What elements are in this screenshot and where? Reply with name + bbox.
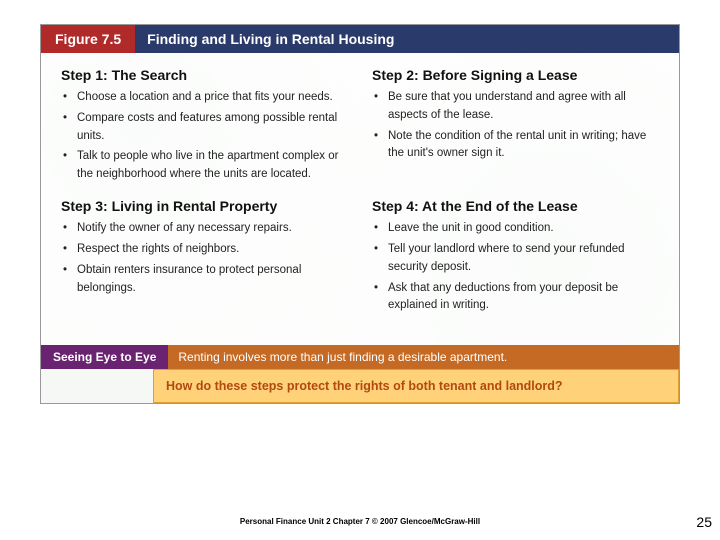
list-item: Respect the rights of neighbors. xyxy=(61,241,348,259)
step-2: Step 2: Before Signing a Lease Be sure t… xyxy=(372,67,659,198)
list-item: Be sure that you understand and agree wi… xyxy=(372,89,659,125)
list-item: Compare costs and features among possibl… xyxy=(61,110,348,146)
row-2: Step 3: Living in Rental Property Notify… xyxy=(61,198,659,329)
step-title: Step 4: At the End of the Lease xyxy=(372,198,659,214)
seeing-row: Seeing Eye to Eye Renting involves more … xyxy=(41,345,679,369)
list-item: Talk to people who live in the apartment… xyxy=(61,148,348,184)
footer-text: Personal Finance Unit 2 Chapter 7 © 2007… xyxy=(0,517,720,526)
step-1: Step 1: The Search Choose a location and… xyxy=(61,67,348,198)
seeing-label: Seeing Eye to Eye xyxy=(41,345,168,369)
bottom-strip: Seeing Eye to Eye Renting involves more … xyxy=(41,345,679,403)
row-1: Step 1: The Search Choose a location and… xyxy=(61,67,659,198)
question-box: How do these steps protect the rights of… xyxy=(153,369,679,403)
slide: Figure 7.5 Finding and Living in Rental … xyxy=(0,0,720,540)
step-list: Notify the owner of any necessary repair… xyxy=(61,220,348,297)
list-item: Choose a location and a price that fits … xyxy=(61,89,348,107)
list-item: Ask that any deductions from your deposi… xyxy=(372,280,659,316)
figure-title: Finding and Living in Rental Housing xyxy=(135,25,679,53)
step-4: Step 4: At the End of the Lease Leave th… xyxy=(372,198,659,329)
step-3: Step 3: Living in Rental Property Notify… xyxy=(61,198,348,329)
step-list: Be sure that you understand and agree wi… xyxy=(372,89,659,163)
page-number: 25 xyxy=(696,514,712,530)
seeing-text: Renting involves more than just finding … xyxy=(168,345,679,369)
list-item: Tell your landlord where to send your re… xyxy=(372,241,659,277)
figure-header: Figure 7.5 Finding and Living in Rental … xyxy=(41,25,679,53)
question-text: How do these steps protect the rights of… xyxy=(166,379,563,393)
step-list: Leave the unit in good condition. Tell y… xyxy=(372,220,659,315)
figure-content: Step 1: The Search Choose a location and… xyxy=(41,53,679,345)
list-item: Note the condition of the rental unit in… xyxy=(372,128,659,164)
step-list: Choose a location and a price that fits … xyxy=(61,89,348,184)
step-title: Step 1: The Search xyxy=(61,67,348,83)
list-item: Obtain renters insurance to protect pers… xyxy=(61,262,348,298)
list-item: Notify the owner of any necessary repair… xyxy=(61,220,348,238)
figure-label: Figure 7.5 xyxy=(41,25,135,53)
step-title: Step 2: Before Signing a Lease xyxy=(372,67,659,83)
step-title: Step 3: Living in Rental Property xyxy=(61,198,348,214)
list-item: Leave the unit in good condition. xyxy=(372,220,659,238)
figure-box: Figure 7.5 Finding and Living in Rental … xyxy=(40,24,680,404)
